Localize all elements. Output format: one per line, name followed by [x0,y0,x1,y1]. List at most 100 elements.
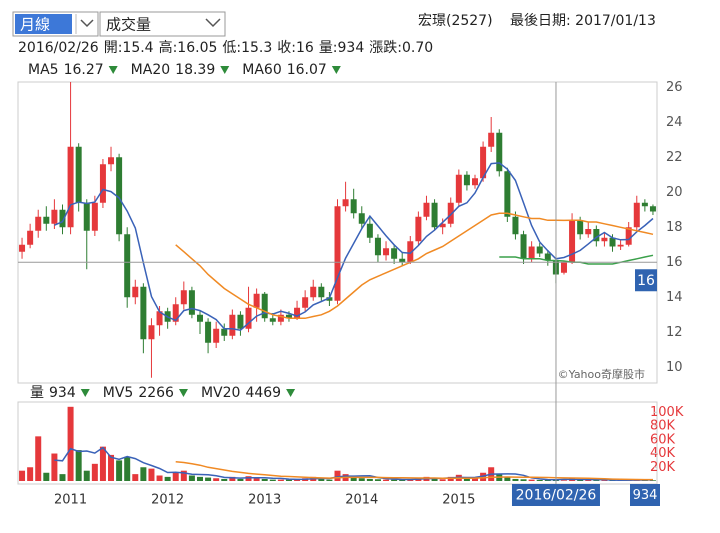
legend-value: 18.39 [175,62,215,78]
date-badge-text: 2016/02/26 [516,488,597,504]
volume-bar [156,475,163,481]
period-select[interactable]: 月線 [12,11,99,37]
price-plot-frame [17,81,658,384]
x-tick-label: 2014 [345,493,378,508]
candle-body [617,244,624,247]
candle-body [407,241,414,263]
indicator-select[interactable]: 成交量 [99,11,226,37]
candle-body [277,314,284,322]
ma-line [175,212,654,320]
down-arrow [286,389,296,397]
down-arrow [331,66,341,74]
candle-body [91,202,98,231]
volume-bar [196,476,203,481]
y-tick-label: 80K [650,419,676,434]
candle-body [625,227,632,245]
volume-bar [269,479,276,481]
candle-body [342,199,349,207]
volume-bar [116,460,123,481]
candle-body [180,290,187,305]
volume-bar [188,475,195,481]
price-badge-text: 16 [637,273,655,289]
legend-value: 16.07 [287,62,327,78]
candle-body [310,286,317,298]
volume-bar [261,478,268,481]
legend-name: 量 [30,385,44,401]
candle-body [43,216,50,224]
price-badge [635,269,657,292]
info-item: 2016/02/26 [18,40,99,56]
candle-body [75,146,82,203]
select-text[interactable]: 成交量 [106,16,151,34]
volume-bar [358,478,365,481]
candle-body [140,286,147,340]
x-tick-label: 2013 [248,493,281,508]
candle-body [593,229,600,242]
candle-body [35,216,42,231]
y-tick-label: 26 [666,80,683,95]
volume-bar [318,478,325,481]
y-tick-label: 18 [666,220,683,235]
down-arrow [178,389,188,397]
candle-body [399,258,406,263]
volume-bar [205,477,212,481]
y-tick-label: 14 [666,290,683,305]
select-box[interactable] [99,11,226,37]
volume-bar [132,474,139,481]
volume-badge-text: 934 [633,488,658,503]
candle-body [431,202,438,228]
volume-bar [399,479,406,481]
candle-body [480,146,487,179]
y-tick-label: 22 [666,150,683,165]
stock-name: 宏璟(2527) [418,13,493,29]
candle-body [536,246,543,254]
volume-bar [27,467,34,481]
candle-body [350,199,357,214]
volume-bar [83,470,90,481]
legend-name: MA20 [131,62,170,78]
candle-body [601,237,608,242]
volume-bar [480,472,487,481]
volume-bar [75,450,82,481]
candle-body [366,223,373,238]
watermark: ©Yahoo奇摩股市 [558,367,645,381]
volume-bar [472,478,479,481]
info-item: 高:16.05 [159,39,218,56]
volume-bar [43,472,50,481]
info-item: 開:15.4 [104,40,154,56]
select-highlight [15,14,72,34]
candle-body [463,174,470,186]
volume-bar [520,479,527,481]
volume-bar [245,476,252,481]
candle-body [261,293,268,319]
y-tick-label: 40K [650,446,676,461]
candle-body [512,216,519,235]
candle-body [213,328,220,343]
info-item: 收:16 [277,40,314,56]
volume-bar [253,477,260,481]
candle-body [294,307,301,319]
volume-bar [67,406,74,481]
candle-body [188,290,195,315]
candle-body [172,304,179,322]
volume-bar [213,478,220,481]
candle-body [334,206,341,301]
volume-bar [366,478,373,481]
candle-body [245,307,252,329]
volume-bar [439,479,446,481]
candle-body [156,311,163,326]
candle-body [423,202,430,217]
candle-body [285,314,292,319]
volume-badge [630,484,660,506]
candle-body [569,220,576,263]
candle-body [496,132,503,172]
volume-bar [140,467,147,481]
y-tick-label: 60K [650,432,676,447]
volume-bar [285,479,292,481]
volume-bar [124,456,131,481]
y-tick-label: 20 [666,185,683,200]
x-tick-label: 2015 [442,493,475,508]
select-text[interactable]: 月線 [20,16,50,34]
volume-bar [593,480,600,481]
